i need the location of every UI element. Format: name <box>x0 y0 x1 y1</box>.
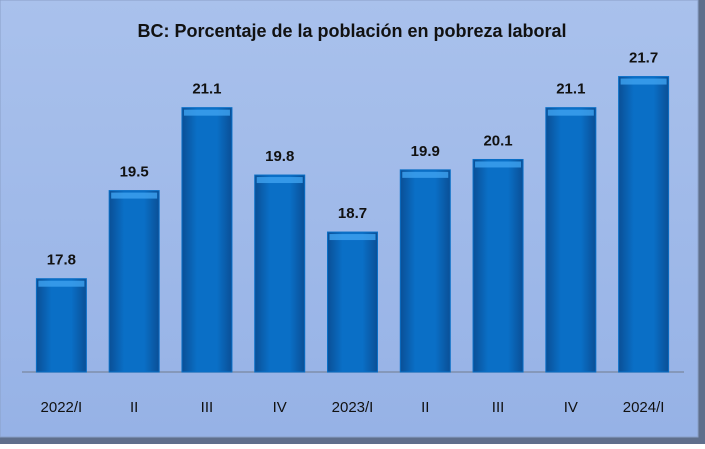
bar <box>399 169 451 373</box>
x-tick-label: II <box>421 399 429 416</box>
bar <box>108 190 160 373</box>
bar-highlight <box>547 109 594 116</box>
x-tick-label: 2023/I <box>332 399 374 416</box>
value-label: 21.1 <box>556 81 585 98</box>
bar <box>472 158 524 373</box>
bar-highlight <box>111 192 158 199</box>
bar <box>618 76 670 373</box>
value-label: 19.9 <box>411 143 440 160</box>
x-tick-label: II <box>130 399 138 416</box>
value-label: 20.1 <box>483 132 512 149</box>
x-tick-label: 2022/I <box>41 399 83 416</box>
bar-highlight <box>402 171 449 178</box>
bar <box>181 107 233 373</box>
value-label: 19.5 <box>120 164 149 181</box>
x-tick-label: IV <box>273 399 287 416</box>
bar <box>545 107 597 373</box>
value-label: 18.7 <box>338 205 367 222</box>
bar <box>327 231 378 373</box>
value-label: 21.1 <box>192 81 221 98</box>
bar <box>35 278 87 373</box>
bar-highlight <box>329 234 376 241</box>
bar-highlight <box>38 280 85 287</box>
bar-highlight <box>256 177 303 184</box>
bar-highlight <box>475 161 522 168</box>
bar <box>254 174 306 373</box>
x-tick-label: IV <box>564 399 578 416</box>
x-tick-label: 2024/I <box>623 399 665 416</box>
x-tick-label: III <box>492 399 505 416</box>
bar-highlight <box>183 109 230 116</box>
value-label: 17.8 <box>47 252 76 269</box>
bar-highlight <box>620 78 667 85</box>
value-label: 19.8 <box>265 148 294 165</box>
chart-title: BC: Porcentaje de la población en pobrez… <box>137 21 566 41</box>
x-tick-label: III <box>201 399 214 416</box>
value-label: 21.7 <box>629 50 658 67</box>
